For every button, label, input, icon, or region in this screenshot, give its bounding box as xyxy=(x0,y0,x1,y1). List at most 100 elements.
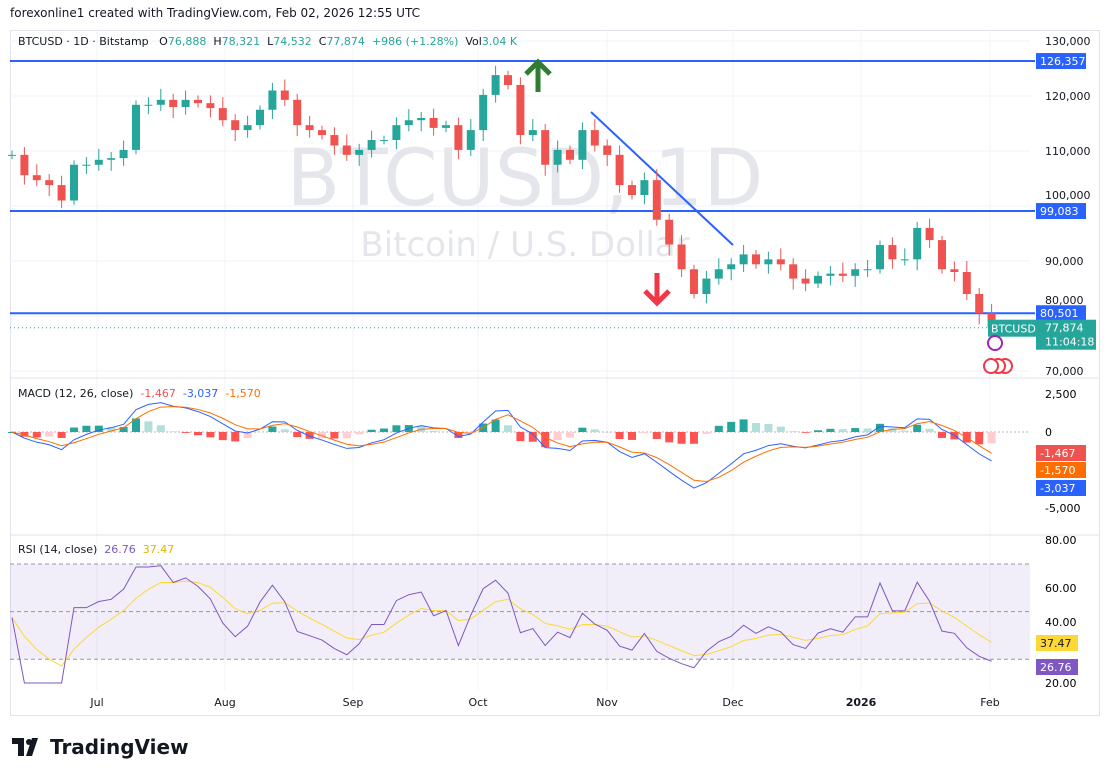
macd-histogram-bar xyxy=(380,428,388,432)
rsi-value-tag xyxy=(1036,635,1078,651)
candle-body xyxy=(628,185,636,195)
rsi-value: 26.76 xyxy=(104,543,136,556)
arrow-down-icon xyxy=(643,273,671,307)
candle-body xyxy=(851,269,860,276)
candle-body xyxy=(57,185,66,201)
candle-body xyxy=(305,125,314,131)
level-label-bg xyxy=(1036,305,1086,322)
candle-body xyxy=(764,259,773,265)
symbol-legend: BTCUSD · 1D · Bitstamp O76,888 H78,321 L… xyxy=(18,35,517,48)
macd-histogram-bar xyxy=(156,425,165,432)
candle-body xyxy=(814,275,822,284)
candle-body xyxy=(231,120,240,131)
macd-histogram-bar xyxy=(293,432,302,438)
candle-body xyxy=(566,149,574,160)
macd-histogram-bar xyxy=(876,423,884,432)
chart-frame[interactable] xyxy=(10,30,1100,716)
candle-body xyxy=(206,103,215,109)
macd-line xyxy=(11,402,992,489)
change-value: +986 (+1.28%) xyxy=(371,35,459,48)
candle-body xyxy=(82,164,91,166)
candle-body xyxy=(318,130,326,136)
price-tick: 130,000 xyxy=(1045,35,1091,48)
candle-body xyxy=(417,118,426,121)
candle-body xyxy=(962,272,971,294)
macd-histogram-bar xyxy=(690,432,698,444)
candle-body xyxy=(355,149,364,155)
tradingview-logo[interactable]: TradingView xyxy=(12,735,189,759)
symbol-tag-bg xyxy=(988,319,1036,337)
candle-body xyxy=(801,278,810,284)
candle-body xyxy=(752,254,760,265)
candle-body xyxy=(107,158,116,160)
candle-body xyxy=(727,264,736,270)
watermark-subtitle: Bitcoin / U.S. Dollar xyxy=(360,225,689,265)
rsi-title: RSI (14, close) xyxy=(18,543,98,556)
countdown-label: 11:04:18 xyxy=(1045,336,1094,349)
candle-body xyxy=(268,90,277,110)
macd-histogram-bar xyxy=(851,428,860,432)
macd-histogram-bar xyxy=(206,432,215,438)
macd-histogram-bar xyxy=(32,432,41,438)
macd-value-label: -1,570 xyxy=(1040,464,1075,477)
candle-body xyxy=(528,130,537,136)
macd-histogram-bar xyxy=(20,432,29,437)
macd-histogram-bar xyxy=(578,427,587,432)
candle-body xyxy=(454,125,463,150)
macd-histogram-bar xyxy=(466,432,475,434)
macd-histogram-bar xyxy=(752,423,760,432)
candle-body xyxy=(504,75,512,85)
signal-line xyxy=(11,406,992,482)
macd-histogram-bar xyxy=(82,425,91,432)
candle-body xyxy=(665,219,674,245)
rsi-legend: RSI (14, close) 26.76 37.47 xyxy=(18,543,174,556)
rsi-tick: 60.00 xyxy=(1045,582,1077,595)
price-tick: 100,000 xyxy=(1045,189,1091,202)
candle-body xyxy=(553,149,562,165)
macd-histogram-bar xyxy=(987,432,996,444)
symbol-label: BTCUSD · 1D · Bitstamp xyxy=(18,35,149,48)
event-icon xyxy=(987,335,1003,351)
tradingview-logo-icon xyxy=(12,738,38,756)
macd-histogram-bar xyxy=(541,432,550,448)
macd-histogram-bar xyxy=(628,432,636,440)
macd-histogram-bar xyxy=(615,432,624,440)
macd-histogram-bar xyxy=(268,426,277,432)
candle-body xyxy=(541,130,550,165)
macd-histogram-bar xyxy=(94,425,103,432)
candle-body xyxy=(640,180,649,195)
credit-text: forexonline1 created with TradingView.co… xyxy=(10,6,420,20)
rsi-value-tag xyxy=(1036,659,1078,675)
macd-histogram-bar xyxy=(677,432,686,444)
macd-value: -3,037 xyxy=(182,387,219,400)
low-value: 74,532 xyxy=(273,35,312,48)
macd-histogram-bar xyxy=(70,427,78,432)
candle-body xyxy=(900,259,909,261)
macd-histogram-bar xyxy=(367,429,376,432)
macd-histogram-bar xyxy=(975,432,984,445)
candle-body xyxy=(392,125,401,140)
price-tick: 90,000 xyxy=(1045,255,1084,268)
macd-histogram-bar xyxy=(789,431,798,432)
candle-body xyxy=(442,125,450,128)
macd-histogram-bar xyxy=(454,432,463,439)
candle-body xyxy=(156,99,165,105)
candle-body xyxy=(367,140,376,150)
macd-histogram-bar xyxy=(863,428,872,432)
macd-histogram-bar xyxy=(231,432,240,442)
macd-histogram-bar xyxy=(392,425,401,432)
time-tick: 2026 xyxy=(846,696,877,709)
macd-histogram-bar xyxy=(888,428,897,432)
macd-histogram-bar xyxy=(838,429,847,432)
macd-histogram-bar xyxy=(640,432,649,434)
macd-histogram-bar xyxy=(665,432,674,443)
rsi-value-label: 37.47 xyxy=(1040,637,1072,650)
candle-body xyxy=(20,154,29,176)
rsi-line xyxy=(11,565,992,684)
watermark-title: BTCUSD, 1D xyxy=(287,134,764,224)
macd-histogram-bar xyxy=(305,432,314,439)
macd-histogram-bar xyxy=(826,428,835,432)
macd-histogram-bar xyxy=(727,421,736,432)
low-label: L xyxy=(267,35,274,48)
